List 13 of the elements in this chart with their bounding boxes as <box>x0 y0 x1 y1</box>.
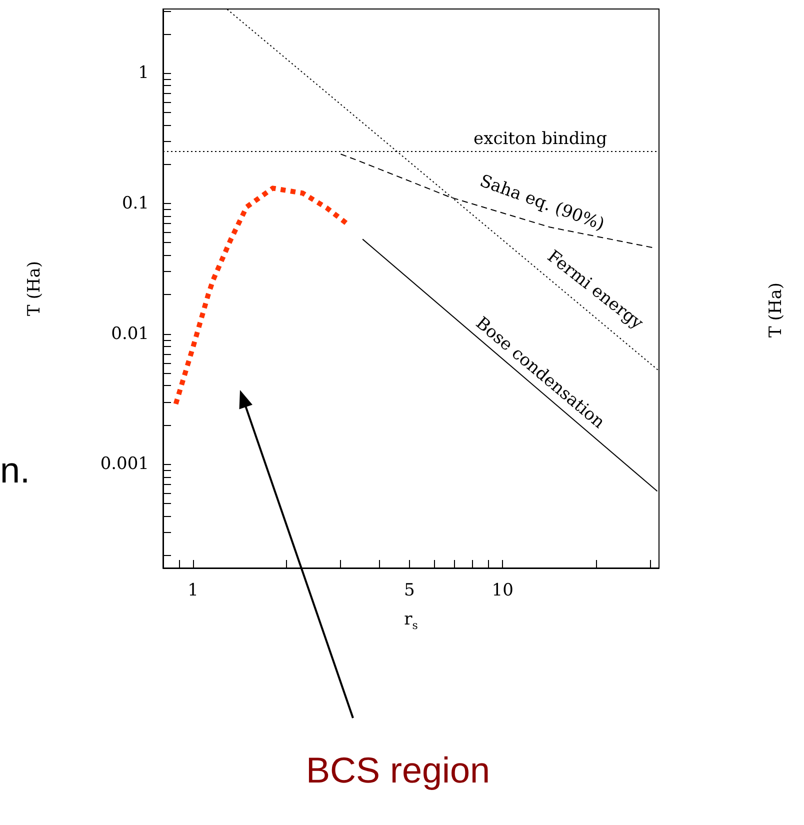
text: BCS region <box>306 750 490 790</box>
x-tick-label: 1 <box>188 580 198 600</box>
y-axis-title: T (Ha) <box>24 261 44 316</box>
annotation: Saha eq. (90%) <box>476 171 608 235</box>
text: n. <box>0 450 30 490</box>
y-tick-label: 1 <box>138 63 149 84</box>
y-tick-label: 0.001 <box>100 454 149 474</box>
x-tick-label: 10 <box>492 580 514 600</box>
ref-line-label: exciton binding <box>474 129 608 150</box>
text: T (Ha) <box>766 282 786 338</box>
y-tick-label: 0.1 <box>122 193 149 214</box>
x-tick-label: 5 <box>404 580 415 600</box>
y-tick-label: 0.01 <box>111 324 149 344</box>
